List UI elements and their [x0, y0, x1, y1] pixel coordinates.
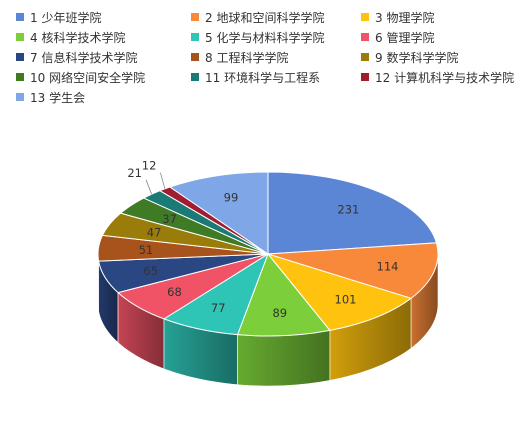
data-label: 114: [377, 260, 399, 274]
legend-swatch: [16, 13, 24, 21]
pie-slice-side: [237, 330, 331, 387]
legend-swatch: [361, 73, 369, 81]
legend-swatch: [361, 33, 369, 41]
label-leader-line: [145, 179, 152, 195]
data-label: 231: [337, 203, 359, 217]
legend-item: 10 网络空间安全学院: [16, 68, 145, 88]
legend-label: 12 计算机科学与技术学院: [375, 71, 515, 85]
data-label: 101: [335, 293, 357, 307]
legend-label: 1 少年班学院: [30, 11, 102, 25]
legend-item: 3 物理学院: [361, 8, 434, 28]
legend-swatch: [191, 33, 199, 41]
legend-swatch: [16, 53, 24, 61]
legend-label: 6 管理学院: [375, 31, 435, 45]
data-label: 77: [211, 301, 226, 315]
data-label: 21: [127, 166, 142, 180]
legend-item: 9 数学科学学院: [361, 48, 458, 68]
data-label: 89: [272, 306, 287, 320]
data-label: 37: [162, 212, 177, 226]
legend-item: 1 少年班学院: [16, 8, 101, 28]
data-label: 68: [167, 285, 182, 299]
legend-swatch: [191, 13, 199, 21]
legend-swatch: [191, 73, 199, 81]
legend-label: 7 信息科学技术学院: [30, 51, 138, 65]
legend-swatch: [361, 13, 369, 21]
data-label: 65: [143, 264, 158, 278]
data-label: 51: [139, 243, 154, 257]
legend-swatch: [361, 53, 369, 61]
pie-slice: [267, 242, 439, 299]
legend-swatch: [16, 93, 24, 101]
data-label: 12: [142, 159, 157, 173]
pie-slice: [266, 253, 413, 331]
legend-item: 2 地球和空间科学学院: [191, 8, 324, 28]
legend-item: 7 信息科学技术学院: [16, 48, 137, 68]
legend-label: 8 工程科学学院: [205, 51, 289, 65]
legend-item: 5 化学与材料科学学院: [191, 28, 324, 48]
legend-label: 10 网络空间安全学院: [30, 71, 146, 85]
legend-label: 5 化学与材料科学学院: [205, 31, 325, 45]
legend-item: 4 核科学技术学院: [16, 28, 125, 48]
legend-label: 2 地球和空间科学学院: [205, 11, 325, 25]
legend-label: 11 环境科学与工程系: [205, 71, 321, 85]
data-label: 99: [224, 191, 239, 205]
pie-slice: [168, 171, 269, 255]
data-label: 47: [147, 225, 162, 239]
legend-item: 12 计算机科学与技术学院: [361, 68, 514, 88]
legend-swatch: [191, 53, 199, 61]
pie-slice: [267, 171, 438, 255]
label-leader-line: [160, 172, 166, 189]
legend-item: 6 管理学院: [361, 28, 434, 48]
legend-swatch: [16, 73, 24, 81]
legend-label: 9 数学科学学院: [375, 51, 459, 65]
legend-item: 11 环境科学与工程系: [191, 68, 320, 88]
legend-label: 13 学生会: [30, 91, 86, 105]
pie-slices: [97, 171, 439, 387]
legend-swatch: [16, 33, 24, 41]
legend-label: 3 物理学院: [375, 11, 435, 25]
legend-item: 13 学生会: [16, 88, 85, 108]
legend-label: 4 核科学技术学院: [30, 31, 126, 45]
legend-item: 8 工程科学学院: [191, 48, 288, 68]
